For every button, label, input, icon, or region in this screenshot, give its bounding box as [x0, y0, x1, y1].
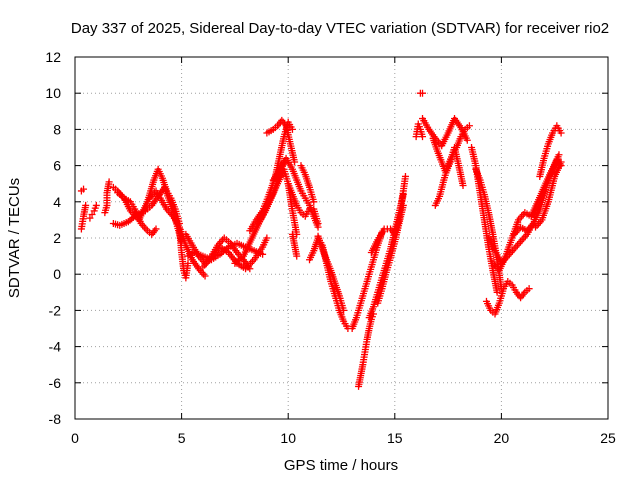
data-point [184, 259, 192, 267]
y-tick-label: -6 [49, 375, 62, 391]
x-tick-label: 0 [71, 430, 79, 446]
data-point [557, 129, 565, 137]
series-arc-22 [314, 232, 348, 314]
x-tick-label: 25 [600, 430, 616, 446]
y-tick-label: 8 [53, 121, 61, 137]
data-point [419, 133, 427, 141]
series-arc-09 [175, 225, 192, 282]
y-tick-label: 4 [53, 194, 61, 210]
data-point [92, 201, 100, 209]
data-point [288, 125, 296, 133]
series-arc-20 [297, 162, 318, 206]
y-tick-label: -2 [49, 302, 62, 318]
axis-ticks [74, 56, 609, 420]
data-point [86, 214, 94, 222]
y-tick-label: 0 [53, 266, 61, 282]
data-point [555, 151, 563, 159]
series-arc-18 [284, 180, 322, 228]
series-arc-24 [355, 310, 377, 390]
series-arc-27 [367, 172, 409, 256]
series-arc-39 [536, 122, 565, 180]
data-point [152, 225, 160, 233]
y-tick-label: -4 [49, 339, 62, 355]
series-arc-35 [482, 277, 533, 318]
data-point [463, 136, 471, 144]
data-point [459, 182, 467, 190]
x-tick-label: 5 [178, 430, 186, 446]
data-point [525, 285, 533, 293]
data-point [310, 198, 318, 206]
data-point [293, 252, 301, 260]
data-point [201, 272, 209, 280]
data-point [340, 306, 348, 314]
data-point [88, 210, 96, 218]
series-arc-02 [77, 185, 88, 195]
series-arc-15 [263, 116, 299, 166]
series-arc-04 [101, 178, 113, 217]
data-point [105, 178, 113, 186]
series-arc-01 [77, 201, 90, 233]
y-tick-label: 6 [53, 158, 61, 174]
x-axis-label: GPS time / hours [284, 457, 398, 474]
data-points [77, 89, 565, 390]
y-axis-label: SDTVAR / TECUs [6, 178, 23, 298]
chart-title: Day 337 of 2025, Sidereal Day-to-day VTE… [71, 20, 609, 37]
x-tick-label: 10 [280, 430, 296, 446]
x-tick-label: 15 [387, 430, 403, 446]
data-point [493, 288, 501, 296]
y-tick-label: -8 [49, 411, 62, 427]
data-point [557, 158, 565, 166]
data-point [401, 172, 409, 180]
series-arc-41 [532, 158, 565, 231]
series-arc-07 [114, 189, 160, 238]
data-point [80, 185, 88, 193]
series-arc-32 [431, 122, 473, 209]
series-arc-28 [412, 120, 427, 141]
data-point [263, 234, 271, 242]
series-arc-29 [416, 89, 427, 97]
x-tick-labels: 0 5 10 15 20 25 [71, 430, 616, 446]
series-arc-03 [86, 201, 100, 222]
y-tick-label: 2 [53, 230, 61, 246]
data-point [419, 89, 427, 97]
data-point [465, 122, 473, 130]
data-point [82, 201, 90, 209]
data-point [314, 220, 322, 228]
x-tick-label: 20 [494, 430, 510, 446]
series-arc-19 [288, 230, 301, 260]
y-tick-label: 12 [45, 49, 61, 65]
y-tick-label: 10 [45, 85, 61, 101]
data-point [291, 158, 299, 166]
grid [75, 57, 608, 419]
series-arc-17 [269, 154, 322, 231]
y-tick-labels: -8 -6 -4 -2 0 2 4 6 8 10 12 [45, 49, 61, 427]
